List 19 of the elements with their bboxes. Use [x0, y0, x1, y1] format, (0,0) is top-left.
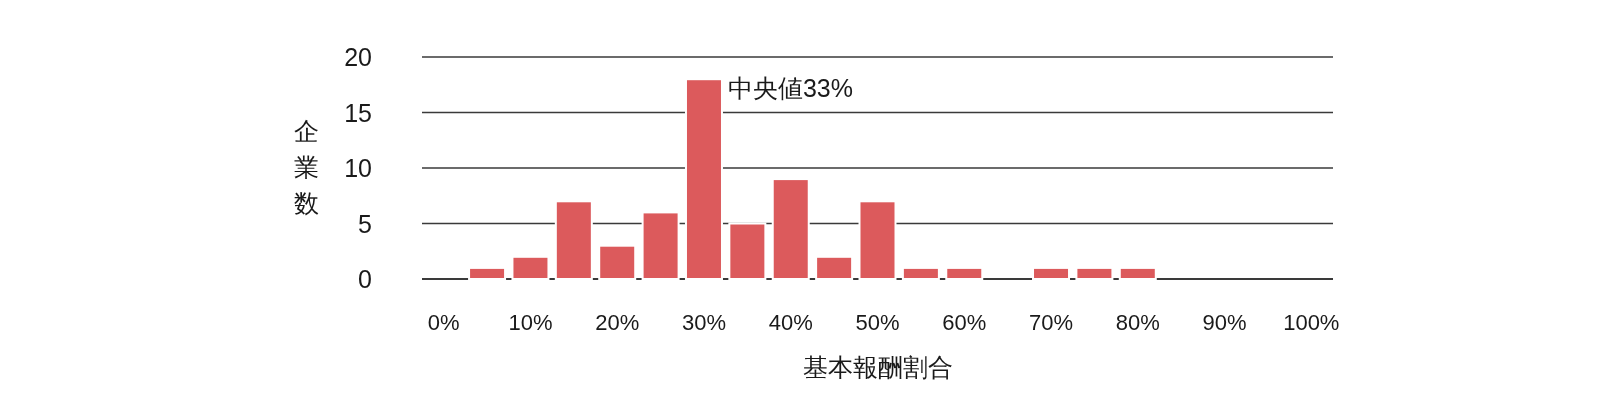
y-tick-label: 0	[358, 265, 372, 293]
x-tick-label: 0%	[427, 310, 460, 335]
x-tick-label: 70%	[1029, 310, 1074, 335]
x-axis-title: 基本報酬割合	[802, 353, 953, 381]
x-tick-label: 20%	[595, 310, 640, 335]
x-tick-label: 50%	[855, 310, 900, 335]
x-tick-label: 40%	[768, 310, 813, 335]
x-tick-label: 30%	[681, 310, 726, 335]
x-tick-label: 90%	[1202, 310, 1247, 335]
y-tick-label: 5	[358, 209, 372, 238]
x-tick-label: 60%	[942, 310, 987, 335]
x-tick-label: 10%	[508, 310, 553, 335]
y-tick-label: 20	[344, 43, 372, 71]
y-axis-title: 企業数	[293, 117, 319, 217]
y-tick-label: 15	[344, 98, 372, 127]
y-tick-label: 10	[344, 154, 372, 182]
annotation: 中央値33%	[727, 74, 854, 103]
x-tick-label: 80%	[1115, 310, 1160, 335]
x-tick-label: 100%	[1283, 310, 1340, 335]
